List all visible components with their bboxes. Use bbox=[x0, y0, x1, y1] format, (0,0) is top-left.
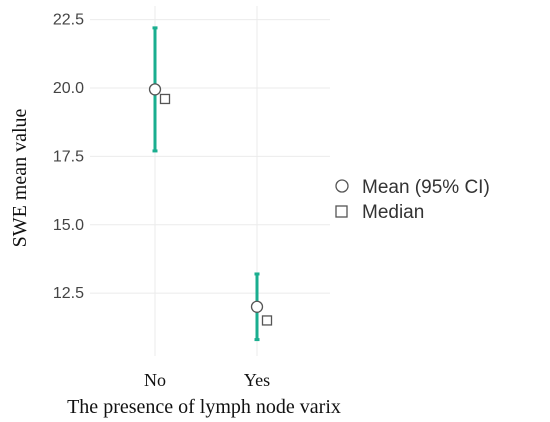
axes: 12.5 15.0 17.5 20.0 22.5 No Yes bbox=[53, 12, 270, 390]
plot-area bbox=[148, 26, 273, 342]
x-tick-label: Yes bbox=[244, 370, 270, 390]
square-icon bbox=[335, 205, 348, 218]
circle-icon bbox=[335, 179, 349, 193]
y-tick-label: 22.5 bbox=[53, 12, 84, 29]
y-tick-label: 15.0 bbox=[53, 217, 84, 234]
median-point bbox=[261, 315, 273, 326]
y-tick-label: 20.0 bbox=[53, 80, 84, 97]
legend-label-mean: Mean (95% CI) bbox=[362, 177, 490, 198]
legend-item-mean: Mean (95% CI) bbox=[335, 177, 490, 198]
median-point bbox=[159, 93, 171, 105]
y-tick-label: 12.5 bbox=[53, 285, 84, 302]
legend-label-median: Median bbox=[362, 202, 424, 223]
x-tick-label: No bbox=[144, 370, 166, 390]
legend: Mean (95% CI) Median bbox=[335, 177, 490, 223]
x-axis-title: The presence of lymph node varix bbox=[67, 396, 341, 418]
mean-point bbox=[148, 83, 162, 96]
grid bbox=[90, 6, 330, 356]
y-tick-label: 17.5 bbox=[53, 148, 84, 165]
mean-point bbox=[250, 300, 264, 313]
legend-item-median: Median bbox=[335, 202, 424, 223]
y-axis-title: SWE mean value bbox=[9, 108, 31, 247]
